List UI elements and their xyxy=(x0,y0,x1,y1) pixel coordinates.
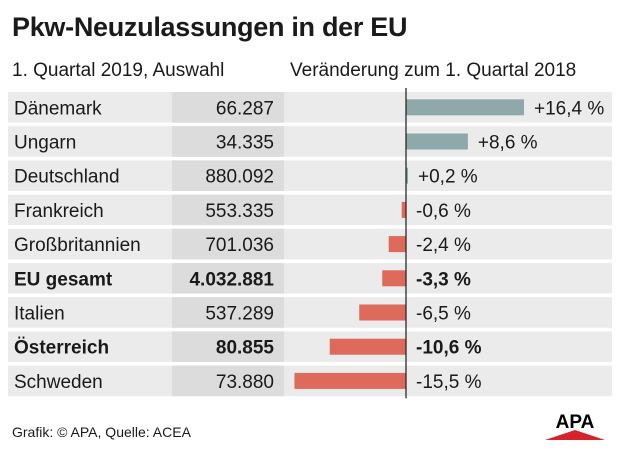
apa-logo-triangle xyxy=(545,430,605,440)
change-label: -3,3 % xyxy=(416,269,471,290)
value-cell-background xyxy=(172,263,284,294)
country-label: Großbritannien xyxy=(14,235,141,256)
change-bar xyxy=(329,338,406,355)
value-cell-background xyxy=(172,160,284,191)
apa-logo: APA xyxy=(545,412,605,440)
value-cell-background xyxy=(172,92,284,123)
change-bar xyxy=(406,167,408,184)
change-label: +16,4 % xyxy=(534,98,604,119)
country-label: EU gesamt xyxy=(14,269,113,290)
chart-title: Pkw-Neuzulassungen in der EU xyxy=(12,12,408,42)
row-background xyxy=(8,263,612,294)
value-cell-background xyxy=(172,365,284,397)
registration-value: 80.855 xyxy=(216,338,275,359)
apa-logo-text: APA xyxy=(556,412,595,433)
row-background xyxy=(8,194,612,226)
change-bar xyxy=(388,236,406,253)
change-bar xyxy=(294,372,406,389)
change-bar xyxy=(406,99,524,116)
change-bar xyxy=(406,133,468,150)
value-cell-background xyxy=(172,331,284,362)
change-label: -10,6 % xyxy=(416,338,482,359)
change-label: -2,4 % xyxy=(416,235,471,256)
country-label: Schweden xyxy=(14,372,103,393)
registration-value: 880.092 xyxy=(205,167,274,188)
change-bar xyxy=(382,270,406,287)
registration-value: 537.289 xyxy=(205,304,274,325)
value-cell-background xyxy=(172,126,284,157)
registration-value: 701.036 xyxy=(205,235,274,256)
row-background xyxy=(8,297,612,328)
registration-value: 4.032.881 xyxy=(189,269,274,290)
country-label: Italien xyxy=(14,304,65,325)
country-label: Frankreich xyxy=(14,201,104,222)
row-background xyxy=(8,126,612,157)
value-cell-background xyxy=(172,297,284,328)
registration-value: 66.287 xyxy=(216,98,274,119)
row-background xyxy=(8,160,612,191)
registration-value: 34.335 xyxy=(216,133,274,154)
row-background xyxy=(8,331,612,362)
subtitle-change: Veränderung zum 1. Quartal 2018 xyxy=(290,60,577,81)
change-label: +8,6 % xyxy=(478,133,538,154)
source-credit: Grafik: © APA, Quelle: ACEA xyxy=(12,424,191,440)
value-cell-background xyxy=(172,194,284,226)
registration-value: 73.880 xyxy=(216,372,274,393)
change-label: -0,6 % xyxy=(416,201,471,222)
change-label: +0,2 % xyxy=(418,167,478,188)
country-label: Dänemark xyxy=(14,98,102,119)
subtitle-registrations: 1. Quartal 2019, Auswahl xyxy=(12,60,225,81)
registration-value: 553.335 xyxy=(205,201,274,222)
change-bar xyxy=(401,201,406,218)
country-label: Österreich xyxy=(14,338,109,359)
change-label: -15,5 % xyxy=(416,372,482,393)
change-bar xyxy=(359,304,406,321)
value-cell-background xyxy=(172,228,284,260)
row-background xyxy=(8,228,612,260)
country-label: Ungarn xyxy=(14,133,76,154)
country-label: Deutschland xyxy=(14,167,120,188)
change-label: -6,5 % xyxy=(416,304,471,325)
